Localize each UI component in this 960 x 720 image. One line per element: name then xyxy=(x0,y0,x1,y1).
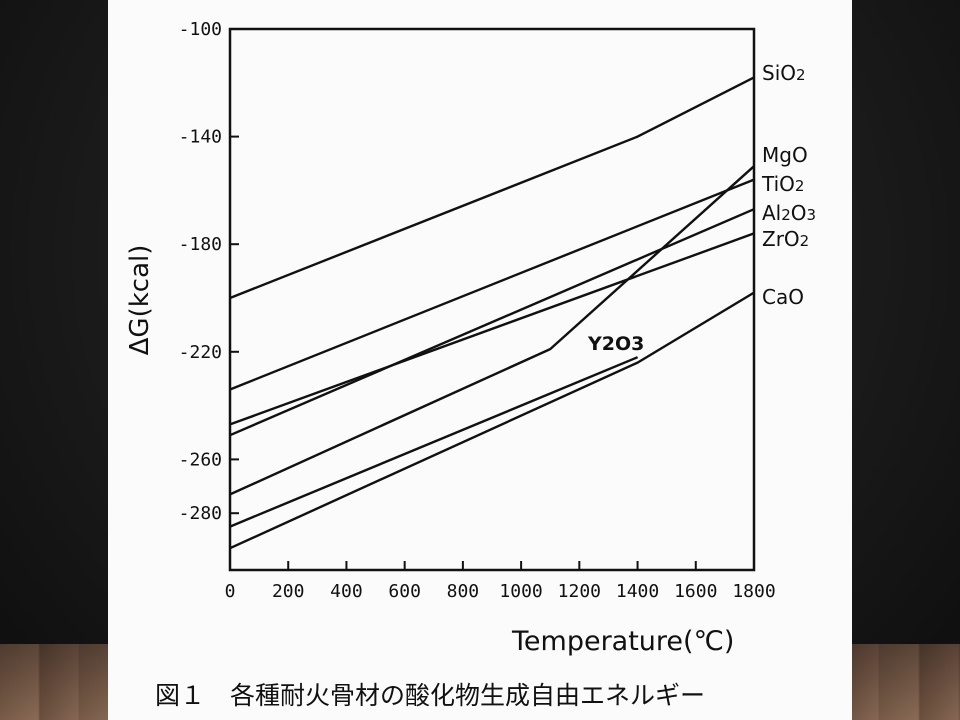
x-tick-label: 400 xyxy=(330,581,363,602)
x-tick-label: 0 xyxy=(225,581,236,602)
y-axis-label: ΔG(kcal) xyxy=(125,245,155,356)
plot-frame xyxy=(228,27,756,572)
series-label-cao: CaO xyxy=(762,285,804,309)
x-tick-label: 1200 xyxy=(558,581,601,602)
x-tick-label: 600 xyxy=(388,581,421,602)
x-tick-label: 1400 xyxy=(616,581,659,602)
figure-paper xyxy=(108,0,852,720)
y-axis: -100 -140 -180 -220 -260 -280 xyxy=(179,19,239,524)
series-label-sio2: SiO2 xyxy=(762,61,806,85)
series-label-mgo: MgO xyxy=(762,143,808,167)
x-tick-label: 800 xyxy=(447,581,480,602)
x-tick-label: 1600 xyxy=(674,581,717,602)
figure-caption: 図１ 各種耐火骨材の酸化物生成自由エネルギー xyxy=(155,681,705,710)
series-label-zro2: ZrO2 xyxy=(762,227,809,251)
series-line-mgo xyxy=(229,165,755,496)
series-label-al2o3: Al2O3 xyxy=(762,201,816,225)
series-line-sio2 xyxy=(229,76,755,300)
x-axis: 0 200 400 600 800 1000 1200 1400 1600 1800 xyxy=(225,561,776,602)
series-lines xyxy=(229,76,755,550)
x-tick-label: 1800 xyxy=(732,581,775,602)
series-line-zro2 xyxy=(229,232,755,426)
y-tick-label: -260 xyxy=(179,449,222,470)
series-line-y2o3 xyxy=(229,356,639,528)
series-line-tio2 xyxy=(229,178,755,391)
series-line-al2o3 xyxy=(229,208,755,437)
y-tick-label: -140 xyxy=(179,127,222,148)
y-tick-label: -180 xyxy=(179,234,222,255)
x-axis-label: Temperature(℃) xyxy=(511,626,734,657)
y-tick-label: -220 xyxy=(179,342,222,363)
x-tick-label: 200 xyxy=(272,581,305,602)
x-tick-label: 1000 xyxy=(499,581,542,602)
y-tick-label: -280 xyxy=(179,503,222,524)
y-tick-label: -100 xyxy=(179,19,222,40)
series-line-cao xyxy=(229,291,755,550)
y2o3-annotation: Y2O3 xyxy=(587,333,644,355)
series-label-tio2: TiO2 xyxy=(761,172,804,196)
